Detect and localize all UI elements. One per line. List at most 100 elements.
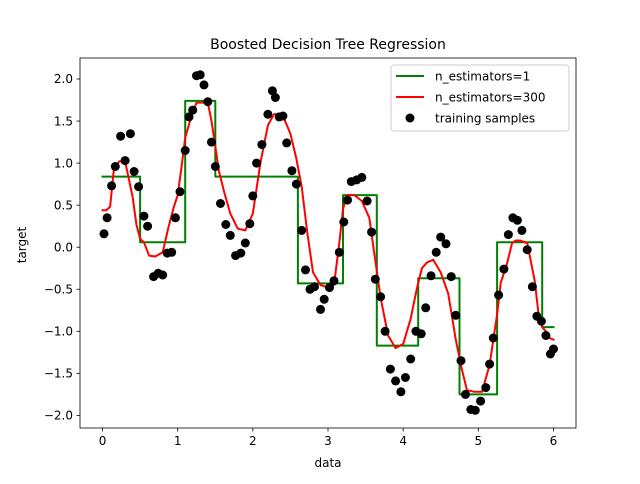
data-point: [221, 220, 231, 229]
data-point: [416, 329, 426, 339]
y-tick-label: 0.0: [54, 240, 73, 254]
data-point: [316, 304, 325, 314]
data-point: [143, 221, 153, 231]
data-point: [216, 199, 225, 208]
data-point: [129, 167, 139, 176]
data-point: [203, 97, 213, 107]
legend-box: [390, 64, 570, 132]
data-point: [367, 227, 377, 237]
data-point: [257, 140, 267, 150]
data-point: [110, 162, 120, 171]
y-tick-label: −1.5: [44, 367, 73, 381]
data-point: [357, 172, 367, 182]
data-point: [476, 396, 486, 406]
data-point: [291, 179, 301, 189]
x-tick-label: 3: [324, 434, 332, 448]
data-point: [278, 111, 288, 121]
y-tick-label: 1.5: [54, 114, 73, 128]
data-point: [107, 181, 117, 191]
data-point: [248, 191, 258, 201]
data-point: [391, 376, 401, 386]
data-point: [282, 138, 292, 148]
data-point: [175, 187, 185, 197]
data-point: [385, 364, 395, 374]
x-tick-label: 2: [249, 434, 257, 448]
data-point: [225, 230, 235, 240]
data-point: [310, 282, 319, 292]
data-point: [512, 215, 522, 225]
legend-label: training samples: [435, 112, 535, 126]
data-point: [116, 131, 126, 141]
x-tick-label: 1: [174, 434, 182, 448]
data-point: [400, 373, 410, 382]
data-point: [436, 232, 446, 242]
data-point: [167, 247, 177, 257]
legend: n_estimators=1 n_estimators=300 training s…: [390, 64, 570, 132]
data-point: [441, 239, 451, 249]
data-point: [481, 383, 491, 393]
data-point: [339, 217, 349, 227]
data-point: [267, 86, 277, 96]
data-point: [527, 282, 537, 292]
data-point: [125, 129, 135, 139]
data-point: [456, 356, 466, 366]
data-point: [195, 70, 205, 80]
x-tick-label: 5: [474, 434, 482, 448]
data-point: [470, 405, 480, 415]
data-point: [461, 389, 470, 399]
data-point: [139, 211, 149, 221]
y-tick-label: −0.5: [44, 282, 73, 296]
data-point: [134, 182, 144, 192]
data-point: [485, 359, 495, 369]
data-point: [329, 276, 339, 286]
data-point: [263, 109, 273, 119]
series-line-n-estimators-300: [101, 101, 555, 393]
data-point: [380, 326, 390, 336]
y-tick-label: 2.0: [54, 72, 73, 86]
data-point: [536, 316, 546, 326]
x-tick-label: 4: [399, 434, 407, 448]
data-point: [199, 80, 209, 90]
data-point: [210, 162, 220, 171]
data-point: [184, 112, 194, 122]
data-point: [503, 230, 513, 240]
data-point: [297, 225, 307, 235]
data-point: [120, 156, 130, 166]
data-point: [362, 196, 372, 206]
data-point: [549, 344, 558, 354]
legend-marker-training-samples: [405, 113, 415, 123]
data-point: [334, 247, 344, 257]
chart-title: Boosted Decision Tree Regression: [210, 37, 446, 53]
data-point: [301, 265, 310, 275]
data-point: [170, 213, 180, 223]
data-point: [287, 166, 297, 176]
data-point: [325, 283, 334, 293]
y-tick-label: −2.0: [44, 409, 73, 423]
data-point: [240, 238, 250, 248]
y-tick-label: 1.0: [54, 156, 73, 170]
data-point: [396, 387, 406, 397]
data-point: [207, 137, 216, 147]
data-point: [236, 248, 246, 258]
data-point: [517, 225, 527, 235]
x-axis-label: data: [314, 456, 341, 470]
data-point: [421, 303, 431, 313]
data-point: [99, 229, 109, 239]
data-point: [446, 272, 456, 282]
data-point: [499, 264, 509, 274]
data-point: [158, 270, 168, 280]
data-point: [370, 274, 380, 284]
data-point: [451, 310, 461, 320]
data-point: [541, 331, 551, 340]
data-point: [102, 213, 112, 223]
data-point: [319, 294, 329, 304]
legend-label: n_estimators=1: [435, 70, 530, 84]
data-point: [188, 105, 198, 115]
data-point: [406, 354, 416, 364]
data-point: [522, 245, 532, 255]
y-tick-label: −1.0: [44, 324, 73, 338]
data-point: [180, 146, 190, 155]
data-point: [343, 195, 352, 205]
